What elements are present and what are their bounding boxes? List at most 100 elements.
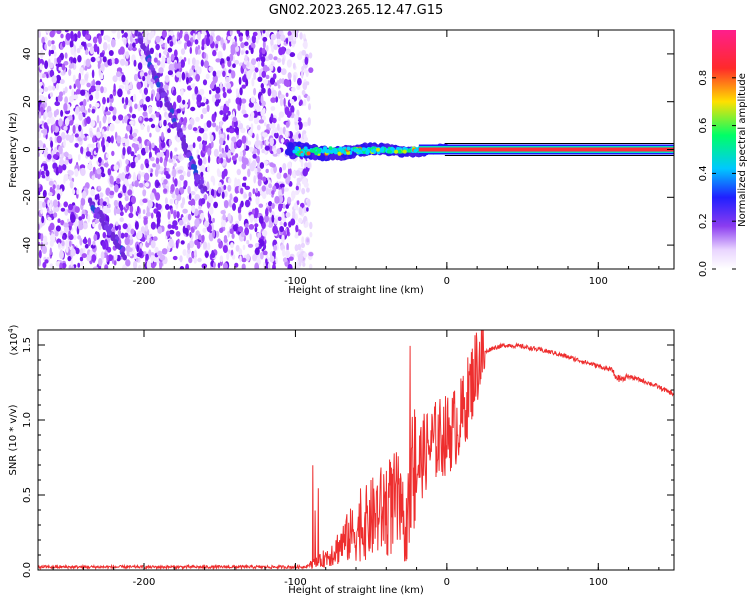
spectrogram-noise-cell: [212, 70, 217, 77]
spectrogram-noise-cell: [54, 230, 59, 237]
spectrogram-noise-cell: [217, 171, 222, 178]
spectrogram-noise-cell: [277, 66, 282, 73]
spectrogram-noise-cell: [252, 254, 258, 262]
spectrogram-noise-cell: [86, 254, 92, 262]
spectrogram-noise-cell: [70, 57, 73, 64]
spectrogram-noise-cell: [262, 36, 268, 42]
spectrogram-noise-cell: [149, 192, 155, 201]
spectrogram-noise-cell: [260, 83, 264, 89]
spectrogram-noise-cell: [89, 154, 94, 160]
spectrogram-signal-core: [317, 148, 322, 153]
spectrogram-noise-cell: [53, 168, 56, 173]
spectrogram-noise-cell: [121, 74, 126, 83]
spectrogram-noise-cell: [98, 35, 102, 45]
spectrogram-signal-core: [365, 149, 370, 154]
spectrogram-noise-cell: [282, 257, 288, 263]
spectrogram-noise-cell: [40, 208, 43, 215]
spectrogram-noise-cell: [129, 106, 133, 113]
spectrogram-noise-cell: [246, 253, 251, 262]
spectrogram-noise-cell: [295, 224, 299, 233]
spectrogram-noise-cell: [195, 116, 200, 122]
spectrogram-noise-cell: [41, 215, 45, 224]
spectrogram-noise-cell: [155, 126, 160, 131]
spectrogram-noise-cell: [230, 141, 235, 149]
spectrogram-noise-cell: [49, 92, 54, 98]
spectrogram-noise-cell: [131, 30, 135, 35]
spectrogram-noise-cell: [219, 255, 224, 263]
spectrogram-noise-cell: [134, 156, 139, 163]
spectrogram-noise-cell: [163, 160, 167, 168]
spectrogram-noise-cell: [114, 253, 118, 261]
spectrogram-noise-cell: [166, 149, 170, 159]
spectrogram-noise-cell: [296, 200, 300, 206]
spectrogram-noise-cell: [252, 188, 256, 195]
spectrogram-noise-cell: [155, 192, 161, 201]
spectrogram-noise-cell: [253, 87, 257, 96]
spectrogram-image: [38, 30, 674, 269]
spectrogram-signal-core: [340, 149, 345, 154]
spectrogram-noise-cell: [268, 64, 273, 69]
spectrogram-noise-cell: [222, 213, 226, 221]
spectrogram-noise-cell: [215, 43, 219, 49]
spectrogram-noise-cell: [170, 150, 173, 160]
spectrogram-noise-cell: [70, 248, 76, 257]
spectrogram-track-cell: [203, 185, 208, 192]
spectrogram-noise-cell: [276, 148, 282, 155]
spectrogram-noise-cell: [292, 62, 296, 69]
spectrogram-noise-cell: [262, 30, 266, 34]
spectrogram-noise-cell: [52, 184, 56, 190]
spectrogram-noise-cell: [225, 106, 230, 112]
spectrogram-noise-cell: [303, 99, 307, 106]
spectrogram-noise-cell: [287, 30, 292, 37]
spectrogram-noise-cell: [254, 242, 259, 248]
spectrogram-noise-cell: [250, 96, 256, 103]
spectrogram-signal-core: [346, 150, 351, 155]
snr-y-label: SNR (10 * v/v): [8, 404, 19, 475]
spectrogram-noise-cell: [254, 67, 259, 73]
spectrogram-noise-cell: [61, 262, 67, 269]
spectrogram-x-tick-label: 0: [444, 276, 450, 287]
spectrogram-noise-cell: [215, 58, 221, 63]
spectrogram-noise-cell: [271, 121, 276, 130]
spectrogram-noise-cell: [131, 46, 137, 52]
spectrogram-noise-cell: [60, 109, 64, 117]
spectrogram-noise-cell: [183, 180, 188, 188]
spectrogram-noise-cell: [295, 32, 299, 38]
spectrogram-noise-cell: [167, 37, 170, 44]
spectrogram-noise-cell: [123, 32, 128, 38]
spectrogram-noise-cell: [60, 207, 66, 212]
spectrogram-noise-cell: [69, 180, 74, 189]
spectrogram-noise-cell: [124, 182, 130, 187]
spectrogram-noise-cell: [109, 190, 115, 196]
spectrogram-noise-cell: [241, 135, 247, 144]
spectrogram-noise-cell: [218, 182, 222, 187]
spectrogram-y-axis: -40 -20 0 20 40: [22, 48, 674, 253]
spectrogram-noise-cell: [95, 146, 99, 154]
spectrogram-noise-cell: [203, 123, 207, 128]
spectrogram-noise-cell: [102, 96, 106, 105]
spectrogram-noise-cell: [125, 159, 129, 165]
spectrogram-noise-cell: [262, 40, 266, 50]
spectrogram-noise-cell: [145, 145, 149, 154]
colorbar-tick-label: 0.2: [698, 213, 709, 229]
spectrogram-noise-cell: [269, 206, 272, 213]
spectrogram-noise-cell: [253, 175, 257, 184]
spectrogram-noise-cell: [200, 114, 204, 119]
spectrogram-noise-cell: [291, 170, 296, 178]
spectrogram-noise-cell: [210, 252, 216, 259]
spectrogram-noise-cell: [126, 227, 130, 233]
spectrogram-y-tick-label: 40: [22, 48, 33, 61]
spectrogram-noise-cell: [219, 157, 224, 164]
spectrogram-noise-cell: [248, 191, 252, 198]
spectrogram-noise-cell: [234, 59, 240, 65]
spectrogram-noise-cell: [239, 97, 242, 107]
spectrogram-noise-cell: [63, 222, 69, 228]
spectrogram-y-label: Frequency (Hz): [8, 112, 19, 188]
spectrogram-noise-cell: [49, 203, 52, 212]
spectrogram-noise-cell: [47, 40, 52, 47]
spectrogram-noise-cell: [248, 116, 253, 122]
spectrogram-noise-cell: [70, 259, 73, 267]
spectrogram-noise-cell: [169, 198, 174, 205]
spectrogram-y-tick-label: 20: [22, 95, 33, 108]
